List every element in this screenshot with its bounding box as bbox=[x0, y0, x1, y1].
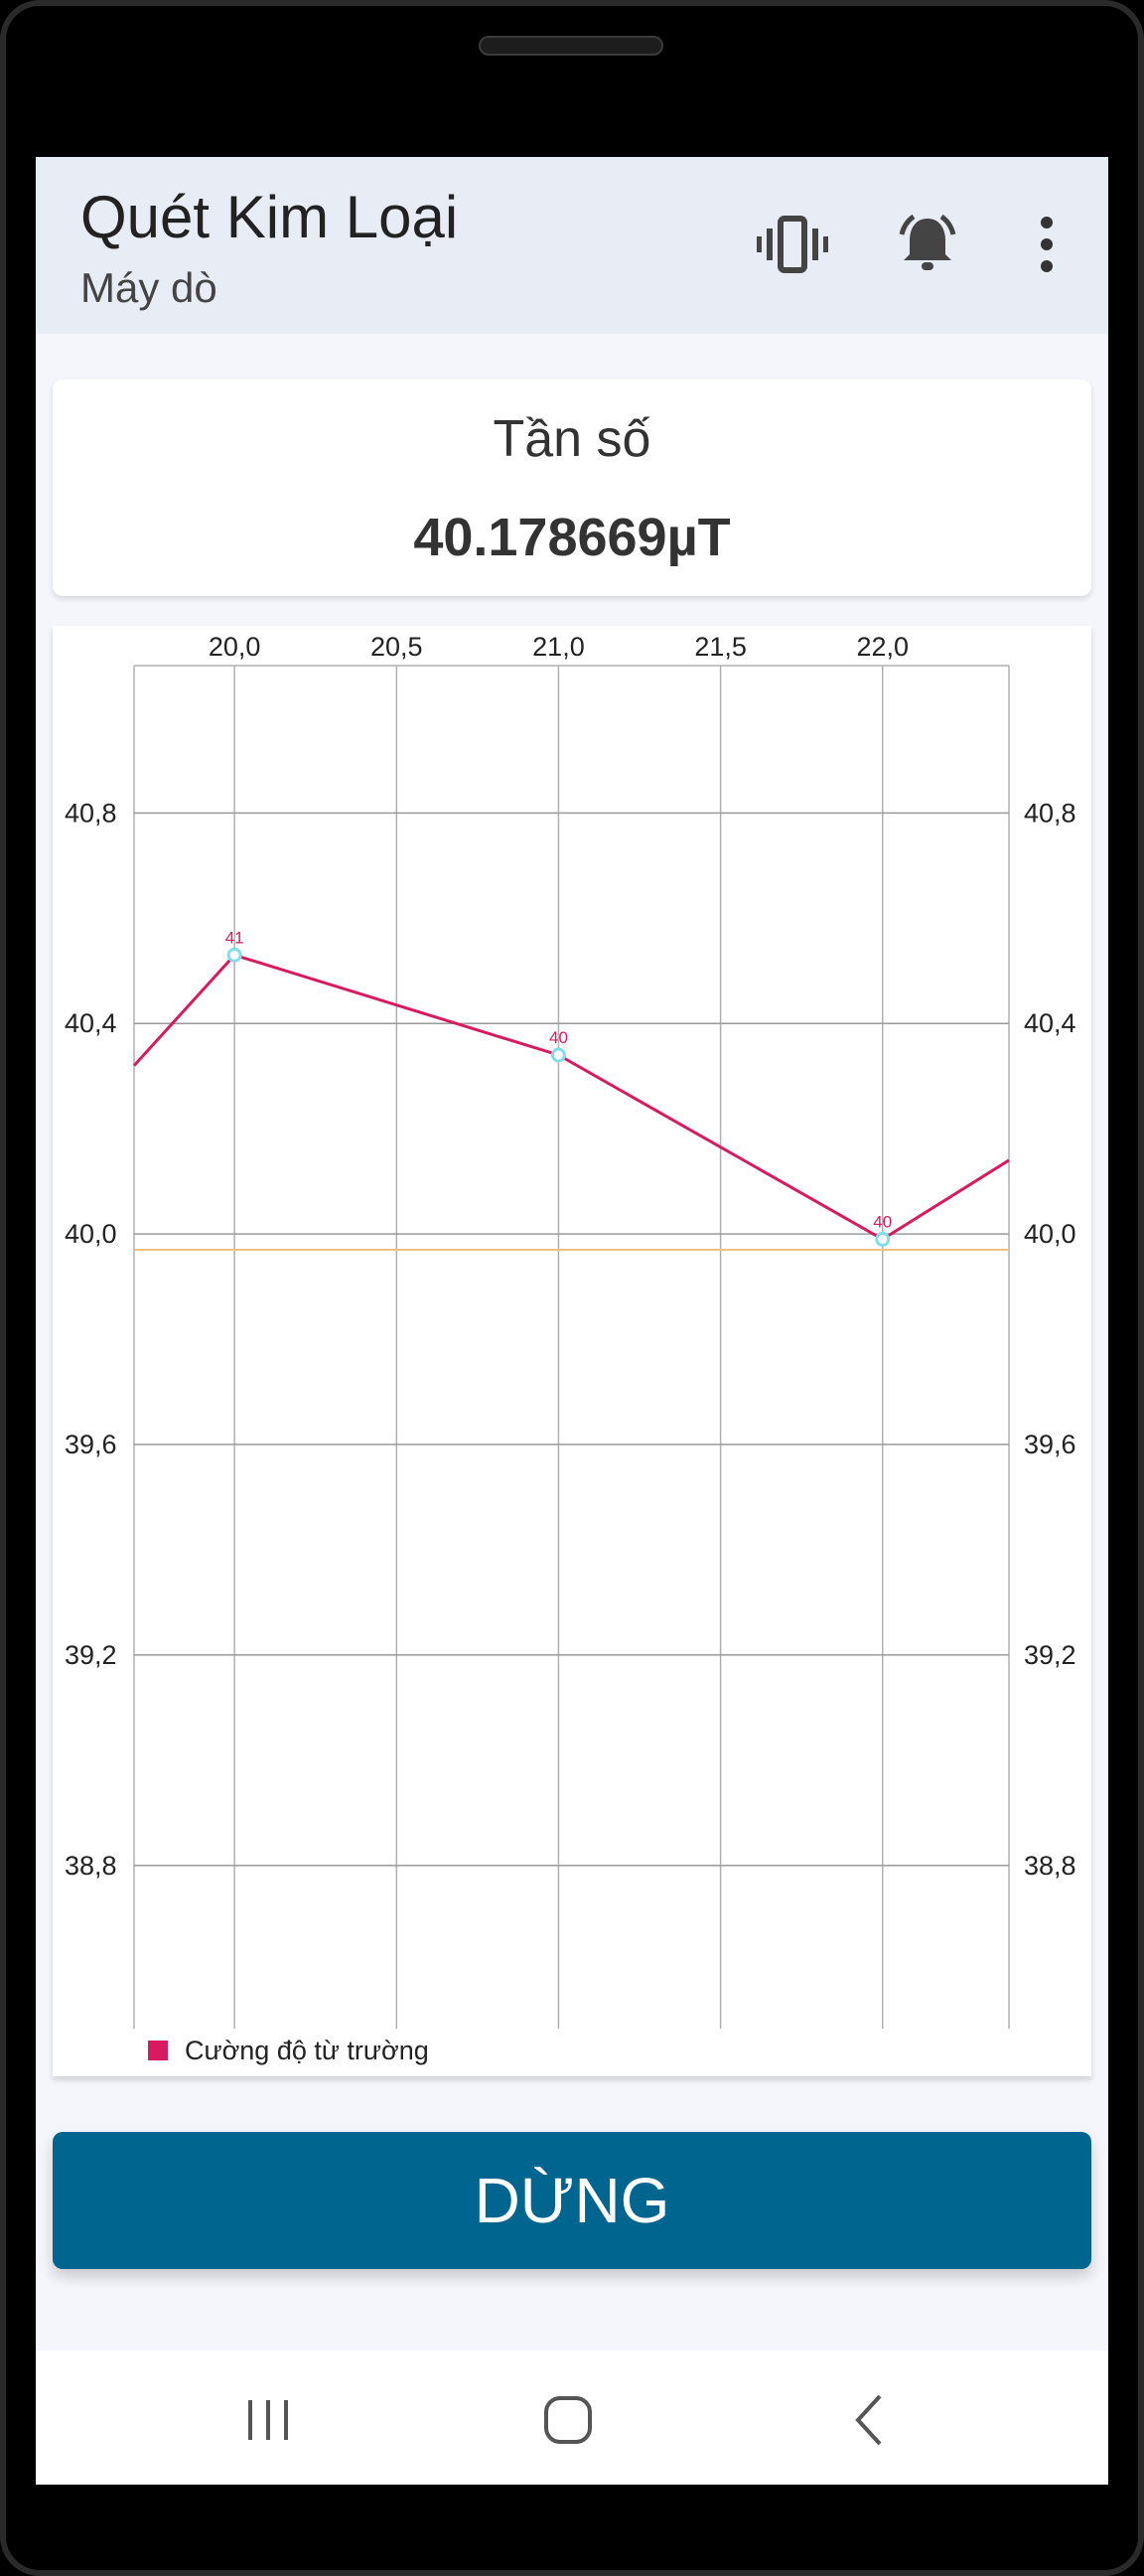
app-bar: Quét Kim Loại Máy dò bbox=[36, 157, 1108, 334]
legend-swatch bbox=[148, 2041, 168, 2060]
y-tick-label-left: 39,2 bbox=[65, 1640, 117, 1670]
data-label: 40 bbox=[873, 1212, 892, 1231]
x-tick-label: 21,0 bbox=[532, 632, 585, 662]
earpiece-speaker bbox=[479, 36, 663, 56]
reading-value: 40.178669µT bbox=[413, 508, 731, 567]
data-label: 41 bbox=[225, 928, 244, 947]
x-tick-label: 20,5 bbox=[370, 632, 423, 662]
y-tick-label-left: 39,6 bbox=[65, 1430, 117, 1459]
y-tick-label-left: 40,4 bbox=[65, 1008, 117, 1038]
data-label: 40 bbox=[549, 1028, 568, 1047]
x-tick-label: 21,5 bbox=[694, 632, 747, 662]
y-tick-label-right: 40,0 bbox=[1024, 1219, 1076, 1249]
stop-button[interactable]: DỪNG bbox=[53, 2132, 1091, 2269]
data-point bbox=[550, 1047, 566, 1063]
app-subtitle: Máy dò bbox=[80, 264, 217, 311]
more-vert-icon[interactable] bbox=[1007, 205, 1086, 284]
y-tick-label-right: 40,4 bbox=[1024, 1008, 1076, 1038]
magnetic-field-chart[interactable]: 20,0 20,5 21,0 21,5 22,0 40,8 40,8 40,4 40,4 40,0… bbox=[53, 626, 1091, 2076]
vibrate-icon[interactable] bbox=[753, 205, 832, 284]
y-tick-label-right: 39,6 bbox=[1024, 1430, 1076, 1459]
y-tick-label-right: 39,2 bbox=[1024, 1640, 1076, 1670]
system-nav-bar bbox=[36, 2350, 1108, 2485]
y-tick-label-right: 38,8 bbox=[1024, 1851, 1076, 1881]
back-icon[interactable] bbox=[820, 2380, 920, 2460]
y-tick-label-left: 38,8 bbox=[65, 1851, 117, 1881]
y-tick-label-left: 40,0 bbox=[65, 1219, 117, 1249]
home-icon[interactable] bbox=[518, 2380, 618, 2460]
series-line bbox=[132, 953, 1010, 1242]
reading-label: Tần số bbox=[493, 410, 651, 468]
app-screen: Quét Kim Loại Máy dò bbox=[36, 157, 1108, 2485]
data-point bbox=[875, 1231, 891, 1247]
x-tick-label: 22,0 bbox=[856, 632, 909, 662]
legend-label: Cường độ từ trường bbox=[185, 2036, 429, 2065]
y-tick-label-right: 40,8 bbox=[1024, 798, 1076, 828]
app-title: Quét Kim Loại bbox=[80, 184, 459, 250]
reading-card: Tần số 40.178669µT bbox=[53, 379, 1091, 596]
recent-apps-icon[interactable] bbox=[218, 2380, 318, 2460]
y-tick-label-left: 40,8 bbox=[65, 798, 117, 828]
x-tick-label: 20,0 bbox=[209, 632, 261, 662]
chart-svg: 20,0 20,5 21,0 21,5 22,0 40,8 40,8 40,4 40,4 40,0… bbox=[65, 632, 1076, 2065]
data-point bbox=[226, 947, 242, 963]
alarm-bell-icon[interactable] bbox=[888, 205, 967, 284]
